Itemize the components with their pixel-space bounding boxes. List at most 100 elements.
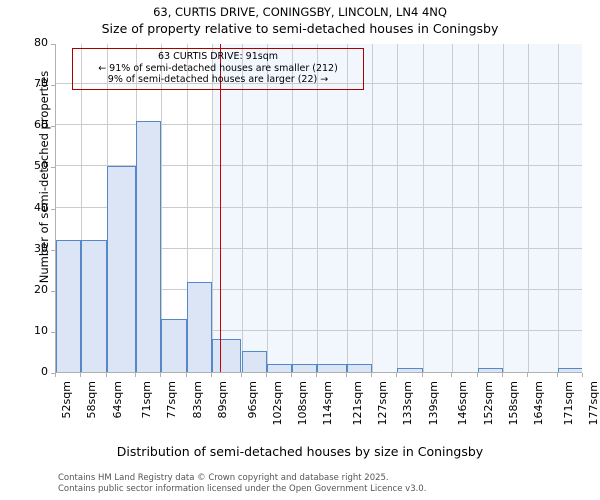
footer-line-2: Contains public sector information licen… — [58, 483, 427, 494]
gridline-vertical — [267, 44, 268, 372]
histogram-bar — [292, 363, 318, 372]
x-axis-tick-mark — [527, 373, 528, 377]
gridline-horizontal — [56, 206, 582, 208]
subject-property-marker-line — [220, 44, 221, 372]
y-axis-tick-label: 30 — [34, 241, 48, 255]
histogram-bar — [106, 166, 137, 372]
gridline-vertical — [81, 44, 82, 372]
attribution-footer: Contains HM Land Registry data © Crown c… — [58, 473, 426, 494]
histogram-bar — [56, 240, 82, 372]
subject-property-annotation: 63 CURTIS DRIVE: 91sqm ← 91% of semi-det… — [72, 48, 364, 90]
y-axis-tick-mark — [51, 290, 55, 292]
gridline-vertical — [212, 44, 213, 372]
gridline-horizontal — [56, 247, 582, 249]
x-axis-tick-mark — [422, 373, 423, 377]
histogram-bar — [211, 339, 242, 372]
y-axis-tick-mark — [51, 331, 55, 333]
x-axis-tick-label: 133sqm — [401, 381, 414, 426]
x-axis-tick-label: 114sqm — [321, 381, 334, 426]
y-axis-tick-mark — [51, 126, 55, 128]
gridline-horizontal — [56, 83, 582, 85]
gridline-vertical — [503, 44, 504, 372]
histogram-bar — [317, 363, 347, 372]
y-axis-tick-mark — [51, 373, 55, 374]
x-axis-tick-label: 58sqm — [85, 381, 98, 419]
histogram-bar — [477, 367, 503, 372]
y-axis-tick-label: 0 — [41, 365, 48, 378]
x-axis-tick-mark — [316, 373, 317, 377]
plot-area — [55, 44, 582, 373]
x-axis-tick-mark — [80, 373, 81, 377]
x-axis-tick-mark — [106, 373, 107, 377]
histogram-bar — [161, 318, 187, 372]
gridline-horizontal — [56, 165, 582, 167]
x-axis-tick-mark — [266, 373, 267, 377]
x-axis-tick-mark — [55, 373, 56, 377]
x-axis-tick-mark — [135, 373, 136, 377]
gridline-vertical — [161, 44, 162, 372]
gridline-vertical — [292, 44, 293, 372]
histogram-bar — [266, 363, 293, 372]
histogram-bar — [186, 281, 212, 372]
x-axis-tick-label: 52sqm — [60, 381, 73, 419]
gridline-vertical — [372, 44, 373, 372]
y-axis-tick-mark — [51, 208, 55, 210]
gridline-vertical — [528, 44, 529, 372]
chart-title-block: 63, CURTIS DRIVE, CONINGSBY, LINCOLN, LN… — [0, 4, 600, 37]
footer-line-1: Contains HM Land Registry data © Crown c… — [58, 473, 389, 483]
x-axis-tick-label: 139sqm — [427, 381, 440, 426]
x-axis-tick-mark — [502, 373, 503, 377]
x-axis-tick-mark — [582, 373, 583, 377]
histogram-bar — [557, 367, 582, 372]
x-axis-tick-label: 171sqm — [562, 381, 575, 426]
histogram-bar — [241, 351, 267, 372]
x-axis-tick-mark — [371, 373, 372, 377]
y-axis-tick-label: 80 — [34, 36, 48, 49]
x-axis-tick-label: 77sqm — [165, 381, 178, 419]
histogram-bar — [397, 367, 423, 372]
gridline-horizontal — [56, 124, 582, 126]
gridline-vertical — [423, 44, 424, 372]
x-axis-tick-label: 89sqm — [216, 381, 229, 419]
x-axis-tick-mark — [396, 373, 397, 377]
x-axis-tick-label: 177sqm — [587, 381, 600, 426]
annotation-larger-line: 9% of semi-detached houses are larger (2… — [107, 74, 329, 85]
x-axis-tick-mark — [241, 373, 242, 377]
chart-subtitle: Size of property relative to semi-detach… — [101, 21, 499, 36]
x-axis-tick-mark — [477, 373, 478, 377]
x-axis-tick-label: 158sqm — [507, 381, 520, 426]
x-axis-tick-label: 64sqm — [111, 381, 124, 419]
x-axis-tick-mark — [346, 373, 347, 377]
y-axis-tick-mark — [51, 44, 55, 45]
x-axis-tick-label: 146sqm — [456, 381, 469, 426]
gridline-vertical — [317, 44, 318, 372]
gridline-vertical — [347, 44, 348, 372]
histogram-bar — [136, 121, 162, 372]
x-axis-tick-mark — [160, 373, 161, 377]
y-axis-tick-mark — [51, 85, 55, 87]
x-axis-tick-label: 152sqm — [482, 381, 495, 426]
annotation-subject-line: 63 CURTIS DRIVE: 91sqm — [157, 51, 279, 62]
x-axis-tick-label: 164sqm — [532, 381, 545, 426]
histogram-bar — [346, 363, 373, 372]
y-axis-tick-mark — [51, 167, 55, 169]
x-axis-tick-label: 96sqm — [246, 381, 259, 419]
y-axis-tick-mark — [51, 249, 55, 251]
page-title: 63, CURTIS DRIVE, CONINGSBY, LINCOLN, LN… — [153, 5, 447, 19]
y-axis-tick-label: 40 — [34, 200, 48, 214]
gridline-vertical — [452, 44, 453, 372]
y-axis-tick-label: 20 — [34, 282, 48, 296]
gridline-vertical — [397, 44, 398, 372]
x-axis-tick-mark — [557, 373, 558, 377]
gridline-horizontal — [56, 288, 582, 290]
y-axis-tick-label: 60 — [34, 118, 48, 132]
x-axis-tick-mark — [211, 373, 212, 377]
x-axis-tick-label: 71sqm — [140, 381, 153, 419]
x-axis-tick-label: 108sqm — [296, 381, 309, 426]
plot-inner — [56, 44, 582, 372]
y-axis-tick-label: 50 — [34, 159, 48, 173]
x-axis-tick-mark — [186, 373, 187, 377]
x-axis-tick-label: 102sqm — [271, 381, 284, 426]
gridline-vertical — [558, 44, 559, 372]
x-axis-label: Distribution of semi-detached houses by … — [116, 444, 484, 459]
